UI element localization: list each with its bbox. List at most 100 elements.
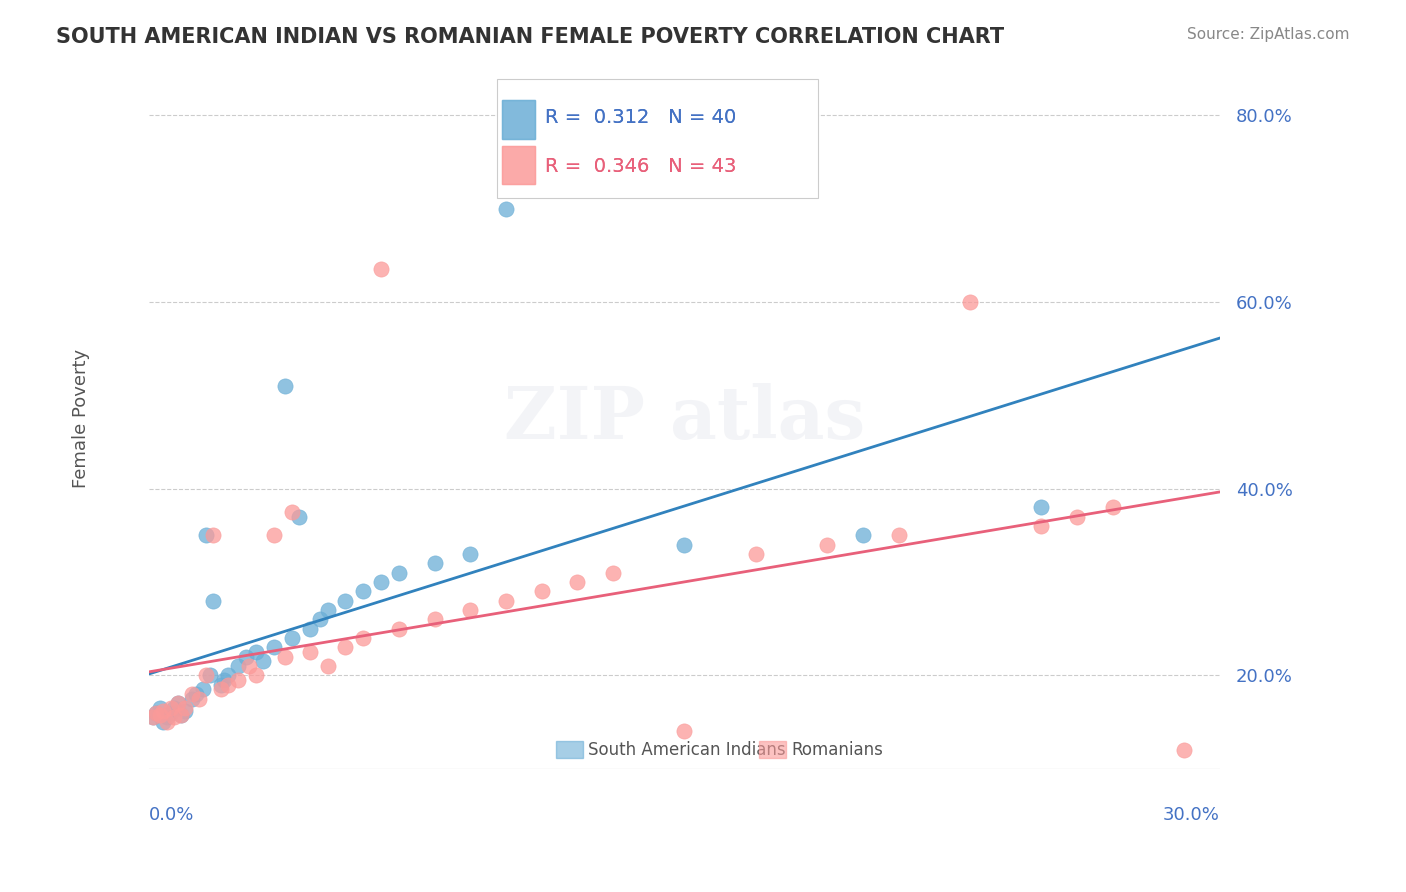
Point — [298, 645, 321, 659]
Point — [145, 706, 167, 720]
FancyBboxPatch shape — [498, 79, 818, 198]
Point — [288, 509, 311, 524]
Point — [228, 673, 250, 687]
Point — [184, 687, 207, 701]
Point — [173, 701, 195, 715]
Point — [238, 659, 260, 673]
Point — [370, 262, 392, 277]
Point — [252, 655, 274, 669]
Text: Romanians: Romanians — [792, 741, 883, 759]
Point — [388, 566, 411, 580]
Point — [281, 631, 304, 645]
Point — [887, 528, 910, 542]
Point — [145, 706, 167, 720]
Point — [959, 295, 981, 310]
Point — [217, 668, 239, 682]
Point — [163, 710, 186, 724]
Point — [235, 649, 257, 664]
Point — [673, 724, 696, 739]
Text: SOUTH AMERICAN INDIAN VS ROMANIAN FEMALE POVERTY CORRELATION CHART: SOUTH AMERICAN INDIAN VS ROMANIAN FEMALE… — [56, 27, 1004, 46]
Point — [188, 691, 211, 706]
Point — [212, 673, 235, 687]
Text: R =  0.312   N = 40: R = 0.312 N = 40 — [546, 108, 737, 127]
Point — [567, 575, 589, 590]
Point — [198, 668, 221, 682]
Point — [1066, 509, 1088, 524]
FancyBboxPatch shape — [555, 741, 582, 758]
Text: Female Poverty: Female Poverty — [72, 349, 90, 488]
Text: Source: ZipAtlas.com: Source: ZipAtlas.com — [1187, 27, 1350, 42]
Point — [352, 584, 374, 599]
Point — [159, 706, 181, 720]
Point — [335, 594, 357, 608]
FancyBboxPatch shape — [759, 741, 786, 758]
Point — [309, 612, 332, 626]
Point — [181, 687, 204, 701]
Point — [1173, 743, 1195, 757]
Point — [152, 704, 174, 718]
Point — [423, 612, 446, 626]
Point — [281, 505, 304, 519]
Point — [263, 528, 285, 542]
Text: R =  0.346   N = 43: R = 0.346 N = 43 — [546, 157, 737, 176]
Point — [149, 707, 172, 722]
Point — [745, 547, 768, 561]
Point — [1101, 500, 1123, 515]
Point — [149, 701, 172, 715]
FancyBboxPatch shape — [502, 100, 534, 138]
Point — [815, 538, 838, 552]
Text: R =  0.312   N = 40: R = 0.312 N = 40 — [546, 108, 737, 127]
Point — [228, 659, 250, 673]
Point — [298, 622, 321, 636]
Point — [152, 715, 174, 730]
Point — [159, 701, 181, 715]
Point — [156, 710, 179, 724]
Point — [191, 682, 214, 697]
Point — [202, 594, 225, 608]
Point — [316, 659, 339, 673]
Point — [495, 594, 517, 608]
Point — [530, 584, 553, 599]
Point — [163, 701, 186, 715]
Text: R =  0.346   N = 43: R = 0.346 N = 43 — [546, 157, 737, 176]
Point — [460, 547, 482, 561]
Point — [217, 678, 239, 692]
Point — [852, 528, 875, 542]
Point — [495, 202, 517, 216]
Point — [166, 697, 188, 711]
Point — [352, 631, 374, 645]
Point — [602, 566, 624, 580]
FancyBboxPatch shape — [502, 145, 534, 184]
Point — [209, 678, 232, 692]
Point — [245, 668, 267, 682]
Point — [274, 379, 297, 393]
Point — [142, 710, 165, 724]
Point — [316, 603, 339, 617]
Point — [335, 640, 357, 655]
Point — [370, 575, 392, 590]
Text: 30.0%: 30.0% — [1163, 806, 1220, 824]
Point — [195, 668, 218, 682]
Point — [673, 538, 696, 552]
Text: 0.0%: 0.0% — [149, 806, 194, 824]
Point — [460, 603, 482, 617]
Point — [1031, 500, 1053, 515]
Point — [274, 649, 297, 664]
Point — [209, 682, 232, 697]
Point — [423, 557, 446, 571]
Point — [1031, 519, 1053, 533]
Point — [388, 622, 411, 636]
Point — [142, 710, 165, 724]
Point — [156, 715, 179, 730]
Point — [170, 707, 193, 722]
Point — [263, 640, 285, 655]
Point — [170, 707, 193, 722]
Point — [245, 645, 267, 659]
Text: ZIP atlas: ZIP atlas — [503, 384, 865, 454]
Point — [166, 697, 188, 711]
Point — [181, 691, 204, 706]
Point — [202, 528, 225, 542]
Text: South American Indians: South American Indians — [588, 741, 786, 759]
Point — [195, 528, 218, 542]
Point — [173, 704, 195, 718]
